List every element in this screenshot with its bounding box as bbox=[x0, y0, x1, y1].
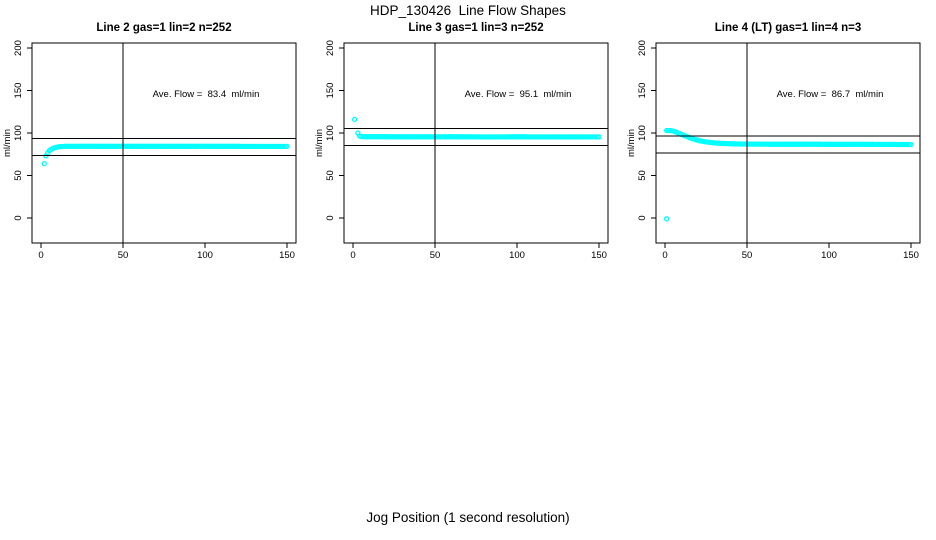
y-tick-label: 200 bbox=[13, 40, 24, 56]
ave-flow-annotation: Ave. Flow = 95.1 ml/min bbox=[465, 89, 572, 100]
y-tick-label: 50 bbox=[325, 170, 336, 181]
x-tick-label: 150 bbox=[903, 250, 919, 261]
panel-line-2-title: Line 2 gas=1 lin=2 n=252 bbox=[96, 22, 232, 34]
data-point bbox=[596, 134, 602, 140]
data-point bbox=[41, 160, 47, 167]
plot-line-2: 0 50 100 150 0 50 100 150 200 ml/min Ave. Flow = 8… bbox=[2, 40, 297, 261]
x-tick-label: 100 bbox=[509, 250, 525, 261]
y-axis-label: ml/min bbox=[626, 129, 637, 157]
ave-flow-annotation: Ave. Flow = 86.7 ml/min bbox=[777, 89, 884, 100]
y-axis-label: ml/min bbox=[2, 129, 13, 157]
x-tick-label: 50 bbox=[742, 250, 753, 261]
data-point bbox=[284, 143, 290, 150]
panel-line-2: Line 2 gas=1 lin=2 n=252 0 50 100 150 0 50 100… bbox=[0, 18, 312, 283]
plot-box bbox=[31, 42, 297, 244]
y-tick-label: 0 bbox=[13, 215, 24, 220]
x-tick-label: 150 bbox=[279, 250, 295, 261]
figure-title: HDP_130426 Line Flow Shapes bbox=[370, 3, 566, 18]
panel-line-4: Line 4 (LT) gas=1 lin=4 n=3 0 50 100 150 0 50… bbox=[624, 18, 936, 283]
x-tick-label: 100 bbox=[197, 250, 213, 261]
y-tick-label: 50 bbox=[637, 170, 648, 181]
y-tick-label: 100 bbox=[637, 125, 648, 141]
data-point bbox=[908, 141, 914, 148]
y-tick-label: 200 bbox=[637, 40, 648, 56]
y-tick-label: 150 bbox=[325, 83, 336, 99]
x-tick-label: 50 bbox=[430, 250, 441, 261]
panel-line-3-title: Line 3 gas=1 lin=3 n=252 bbox=[408, 22, 544, 34]
y-tick-label: 100 bbox=[325, 125, 336, 141]
y-tick-label: 0 bbox=[325, 215, 336, 220]
y-tick-label: 150 bbox=[13, 83, 24, 99]
plot-line-4: 0 50 100 150 0 50 100 150 200 ml/min Ave. Flow = 8… bbox=[626, 40, 921, 261]
x-axis-label: Jog Position (1 second resolution) bbox=[366, 510, 570, 525]
x-tick-label: 0 bbox=[662, 250, 667, 261]
ave-flow-annotation: Ave. Flow = 83.4 ml/min bbox=[153, 89, 260, 100]
y-tick-label: 100 bbox=[13, 125, 24, 141]
x-tick-label: 0 bbox=[350, 250, 355, 261]
data-point bbox=[351, 116, 358, 123]
panel-line-4-title: Line 4 (LT) gas=1 lin=4 n=3 bbox=[714, 22, 862, 34]
y-tick-label: 50 bbox=[13, 170, 24, 181]
data-point bbox=[663, 216, 670, 222]
plot-box bbox=[343, 42, 609, 244]
plot-line-3: 0 50 100 150 0 50 100 150 200 ml/min Ave. Flow = 9… bbox=[314, 40, 609, 261]
x-tick-label: 0 bbox=[38, 250, 43, 261]
y-tick-label: 0 bbox=[637, 215, 648, 220]
y-tick-label: 200 bbox=[325, 40, 336, 56]
plot-box bbox=[655, 42, 921, 244]
x-tick-label: 100 bbox=[821, 250, 837, 261]
y-tick-label: 150 bbox=[637, 83, 648, 99]
panel-line-3: Line 3 gas=1 lin=3 n=252 0 50 100 150 0 50 100… bbox=[312, 18, 624, 283]
x-tick-label: 150 bbox=[591, 250, 607, 261]
y-axis-label: ml/min bbox=[314, 129, 325, 157]
x-tick-label: 50 bbox=[118, 250, 129, 261]
